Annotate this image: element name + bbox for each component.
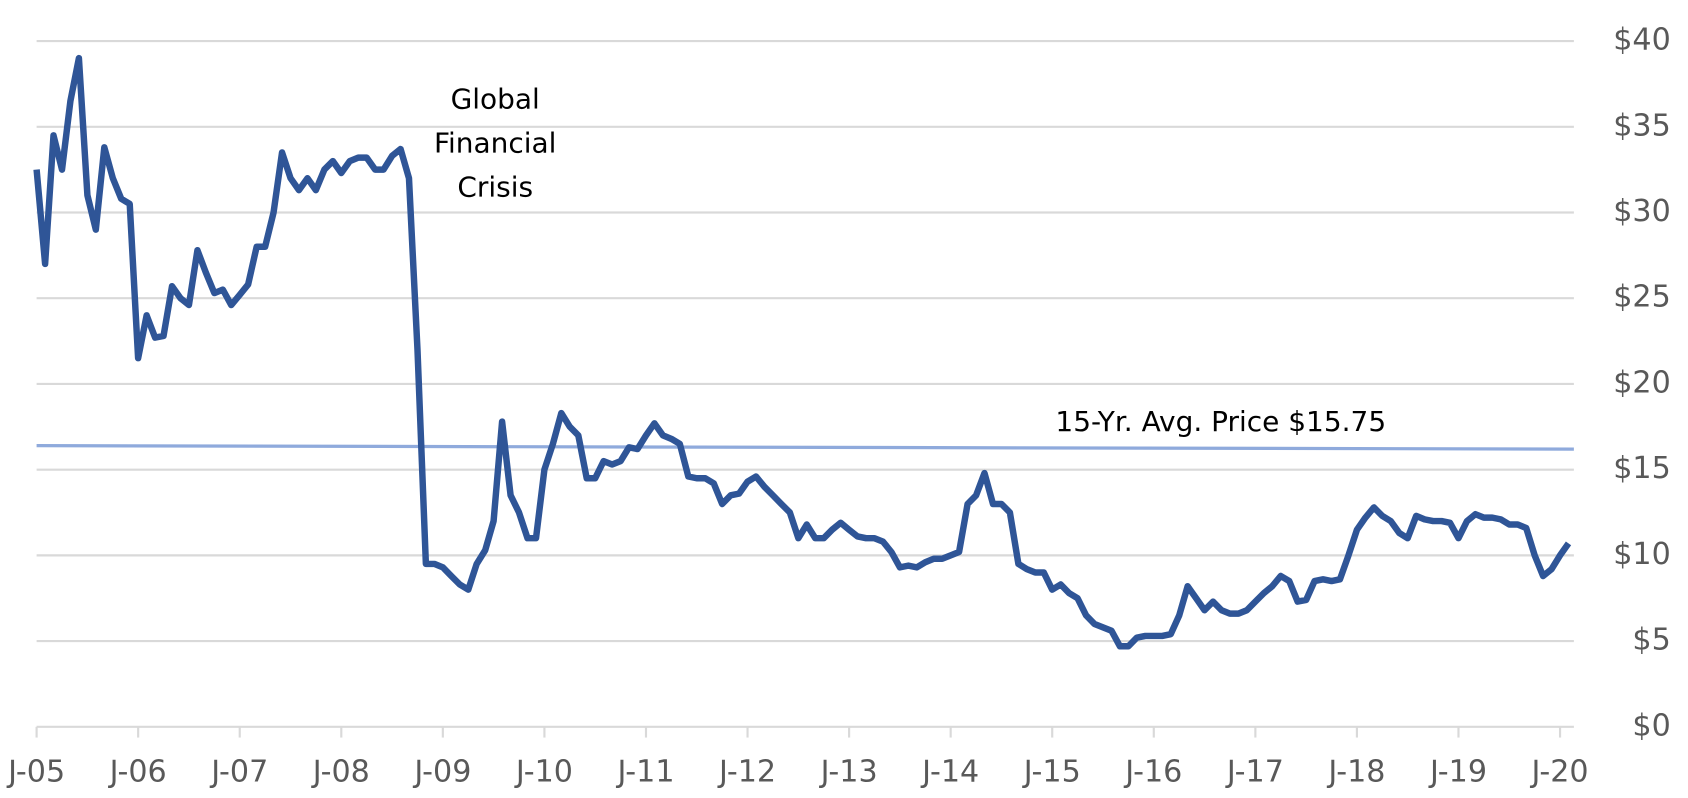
average-line (36, 444, 1574, 451)
y-tick-label: $10 (1613, 537, 1671, 572)
x-tick-label: J-05 (6, 755, 65, 790)
x-tick-label: J-07 (209, 755, 268, 790)
x-tick-label: J-17 (1225, 755, 1284, 790)
y-tick-label: $35 (1613, 108, 1671, 143)
price-line (33, 54, 1572, 650)
y-tick-label: $15 (1613, 451, 1671, 486)
x-tick-label: J-13 (819, 755, 878, 790)
x-tick-label: J-18 (1326, 755, 1385, 790)
annotation: Crisis (457, 171, 533, 204)
x-tick-label: J-06 (108, 755, 167, 790)
x-tick-label: J-11 (615, 755, 674, 790)
x-tick-label: J-12 (717, 755, 776, 790)
y-tick-label: $25 (1613, 280, 1671, 315)
x-tick-label: J-15 (1022, 755, 1081, 790)
y-tick-label: $40 (1613, 23, 1671, 58)
annotation: 15-Yr. Avg. Price $15.75 (1055, 405, 1386, 438)
x-tick-label: J-08 (311, 755, 370, 790)
x-tick-label: J-10 (514, 755, 573, 790)
x-tick-label: J-19 (1428, 755, 1487, 790)
y-tick-label: $20 (1613, 365, 1671, 400)
annotation: Financial (434, 126, 556, 159)
annotation: Global (451, 82, 540, 115)
x-tick-label: J-16 (1123, 755, 1182, 790)
x-tick-label: J-20 (1530, 755, 1589, 790)
y-tick-label: $30 (1613, 194, 1671, 229)
y-tick-label: $0 (1632, 708, 1670, 743)
y-tick-label: $5 (1632, 623, 1670, 658)
x-tick-label: J-14 (920, 755, 979, 790)
x-tick-label: J-09 (412, 755, 471, 790)
